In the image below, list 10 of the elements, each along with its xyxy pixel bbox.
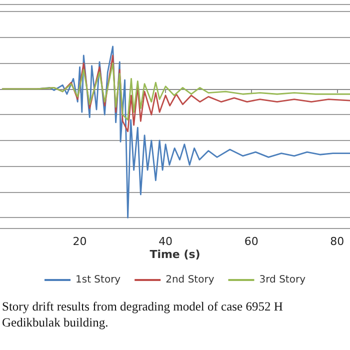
x-tick-label: 20 <box>72 235 87 248</box>
legend-label: 2nd Story <box>166 274 214 286</box>
legend-label: 1st Story <box>76 274 121 286</box>
x-axis-title: Time (s) <box>150 248 200 261</box>
x-tick-label: 80 <box>330 235 344 248</box>
x-tick-label: 40 <box>158 235 173 248</box>
legend-label: 3rd Story <box>259 274 306 286</box>
x-tick-label: 60 <box>244 235 258 248</box>
text: Gedikbulak building. <box>2 316 108 330</box>
text: Story drift results from degrading model of case 6952 H <box>2 300 283 314</box>
